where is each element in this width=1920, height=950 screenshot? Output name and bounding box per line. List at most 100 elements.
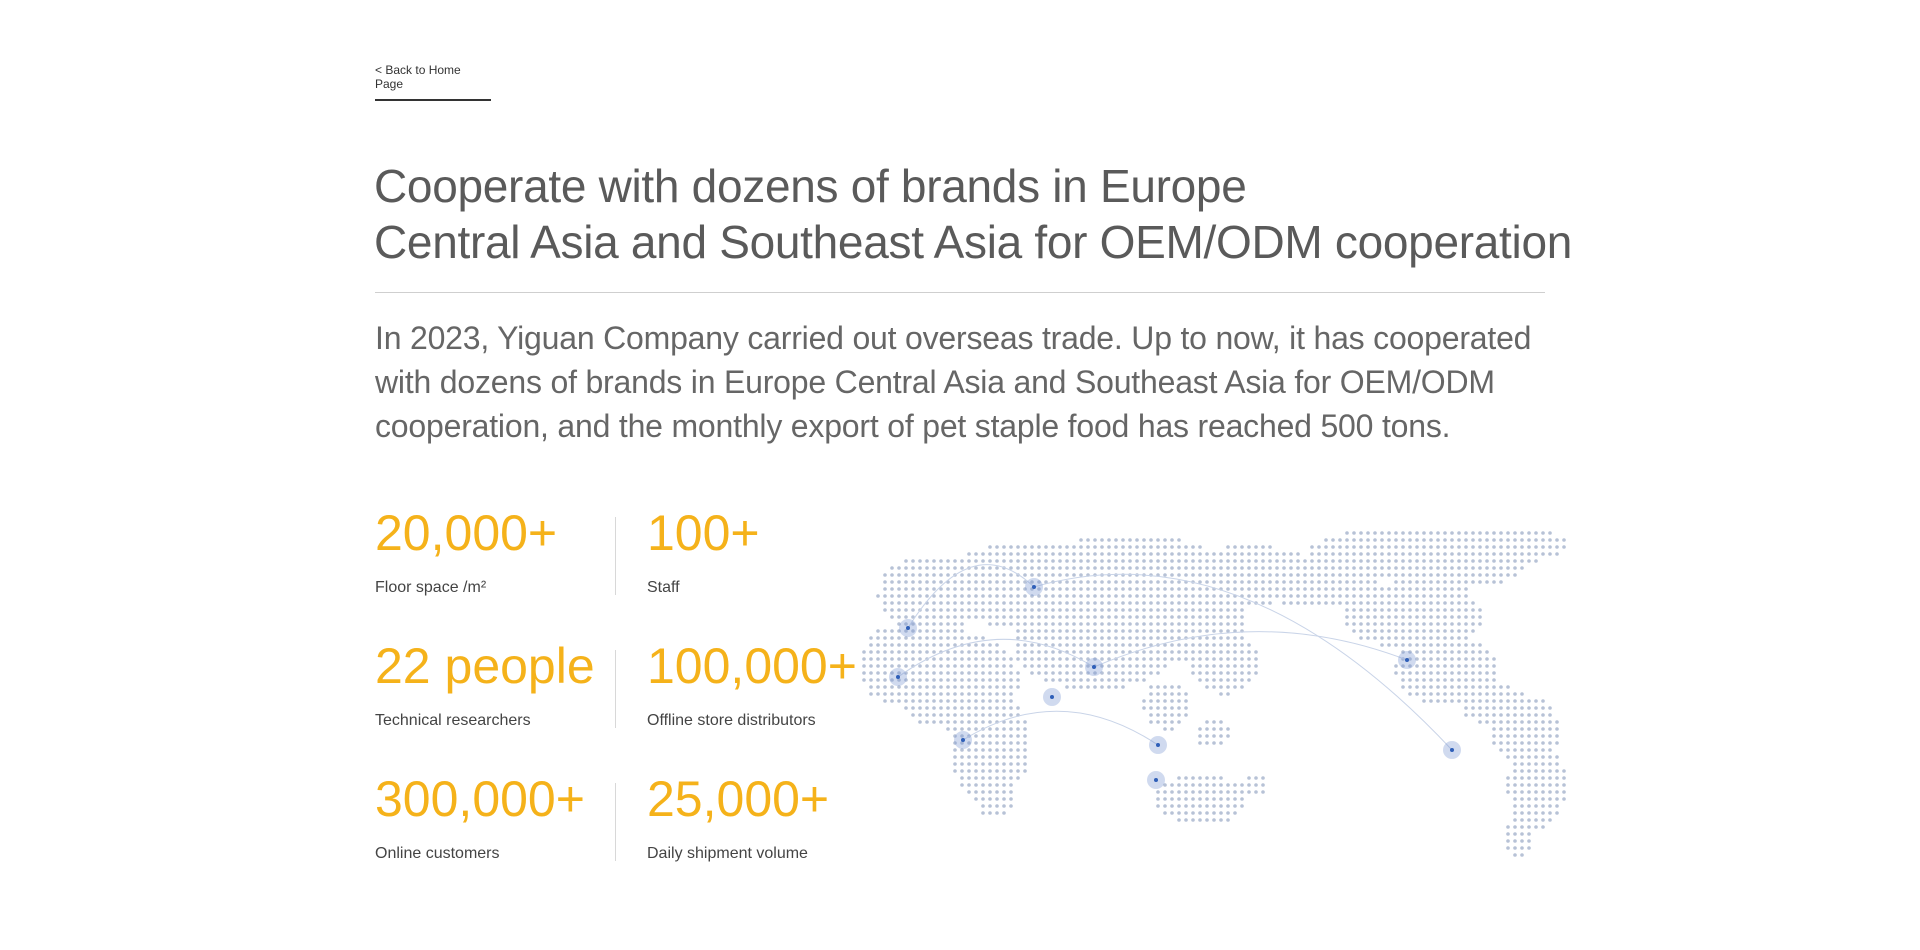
map-dot	[960, 608, 964, 612]
map-dot	[1464, 566, 1468, 570]
map-dot	[1156, 601, 1160, 605]
map-dot	[1422, 608, 1426, 612]
map-dot	[1016, 594, 1020, 598]
map-dot	[876, 650, 880, 654]
map-dot	[1478, 573, 1482, 577]
map-dot	[1506, 692, 1510, 696]
map-dot	[1303, 566, 1307, 570]
map-dot	[1205, 657, 1209, 661]
map-dot	[995, 601, 999, 605]
map-dot	[1002, 804, 1006, 808]
map-dot	[1289, 601, 1293, 605]
map-dot	[1541, 727, 1545, 731]
map-dot	[1233, 573, 1237, 577]
map-dot	[1401, 531, 1405, 535]
map-dot	[1380, 636, 1384, 640]
map-dot	[995, 678, 999, 682]
map-dot	[939, 657, 943, 661]
map-dot	[1177, 559, 1181, 563]
map-dot	[1100, 580, 1104, 584]
map-dot	[1114, 566, 1118, 570]
map-dot	[1422, 559, 1426, 563]
map-dot	[1422, 615, 1426, 619]
map-dot	[1191, 657, 1195, 661]
map-dot	[946, 657, 950, 661]
map-dot	[981, 664, 985, 668]
map-dot	[1373, 573, 1377, 577]
map-dot	[1142, 608, 1146, 612]
map-dot	[1534, 790, 1538, 794]
map-dot	[1261, 587, 1265, 591]
map-dot	[1072, 664, 1076, 668]
map-dot	[918, 573, 922, 577]
map-dot	[890, 587, 894, 591]
map-dot	[1338, 566, 1342, 570]
map-dot	[1443, 594, 1447, 598]
map-dot	[953, 629, 957, 633]
map-dot	[1009, 783, 1013, 787]
map-dot	[1338, 552, 1342, 556]
map-dot	[1079, 573, 1083, 577]
map-dot	[1205, 790, 1209, 794]
map-dot	[904, 587, 908, 591]
map-dot	[1009, 615, 1013, 619]
map-dot	[1513, 692, 1517, 696]
map-dot	[1044, 559, 1048, 563]
map-dot	[1212, 622, 1216, 626]
map-dot	[1051, 587, 1055, 591]
map-dot	[1044, 587, 1048, 591]
map-dot	[1226, 678, 1230, 682]
map-dot	[1009, 734, 1013, 738]
title-line-2: Central Asia and Southeast Asia for OEM/…	[374, 216, 1573, 268]
map-dot	[1177, 608, 1181, 612]
map-dot	[1254, 552, 1258, 556]
map-dot	[1534, 762, 1538, 766]
map-dot	[890, 692, 894, 696]
map-dot	[988, 699, 992, 703]
map-dot	[1170, 594, 1174, 598]
map-dot	[1233, 783, 1237, 787]
map-dot	[1464, 671, 1468, 675]
map-dot	[1198, 650, 1202, 654]
map-dot	[1142, 587, 1146, 591]
map-dot	[1275, 573, 1279, 577]
map-dot	[1107, 671, 1111, 675]
map-dot	[1079, 615, 1083, 619]
map-dot	[995, 573, 999, 577]
map-dot	[1268, 587, 1272, 591]
map-dot	[1240, 671, 1244, 675]
map-dot	[1338, 538, 1342, 542]
map-dot	[1156, 790, 1160, 794]
map-dot	[1436, 552, 1440, 556]
map-dot	[890, 657, 894, 661]
map-dot	[1205, 650, 1209, 654]
map-dot	[953, 580, 957, 584]
map-dot	[1128, 559, 1132, 563]
map-dot	[911, 601, 915, 605]
map-dot	[1457, 636, 1461, 640]
map-dot	[1345, 608, 1349, 612]
map-dot	[1156, 545, 1160, 549]
map-dot	[1079, 643, 1083, 647]
map-dot	[1100, 685, 1104, 689]
map-dot	[1471, 566, 1475, 570]
map-dot	[1464, 692, 1468, 696]
location-marker	[889, 668, 907, 686]
map-dot	[911, 587, 915, 591]
map-dot	[1401, 594, 1405, 598]
map-dot	[904, 566, 908, 570]
stat-label: Daily shipment volume	[647, 845, 808, 862]
map-dot	[1177, 573, 1181, 577]
map-dot	[1555, 790, 1559, 794]
map-dot	[1415, 629, 1419, 633]
map-dot	[1198, 776, 1202, 780]
map-dot	[1506, 776, 1510, 780]
map-dot	[988, 587, 992, 591]
map-dot	[1422, 538, 1426, 542]
back-to-home-link[interactable]: < Back to Home Page	[375, 63, 491, 101]
map-dot	[1163, 615, 1167, 619]
map-dot	[1002, 615, 1006, 619]
map-dot	[1142, 664, 1146, 668]
map-dot	[1443, 692, 1447, 696]
map-dot	[1373, 538, 1377, 542]
